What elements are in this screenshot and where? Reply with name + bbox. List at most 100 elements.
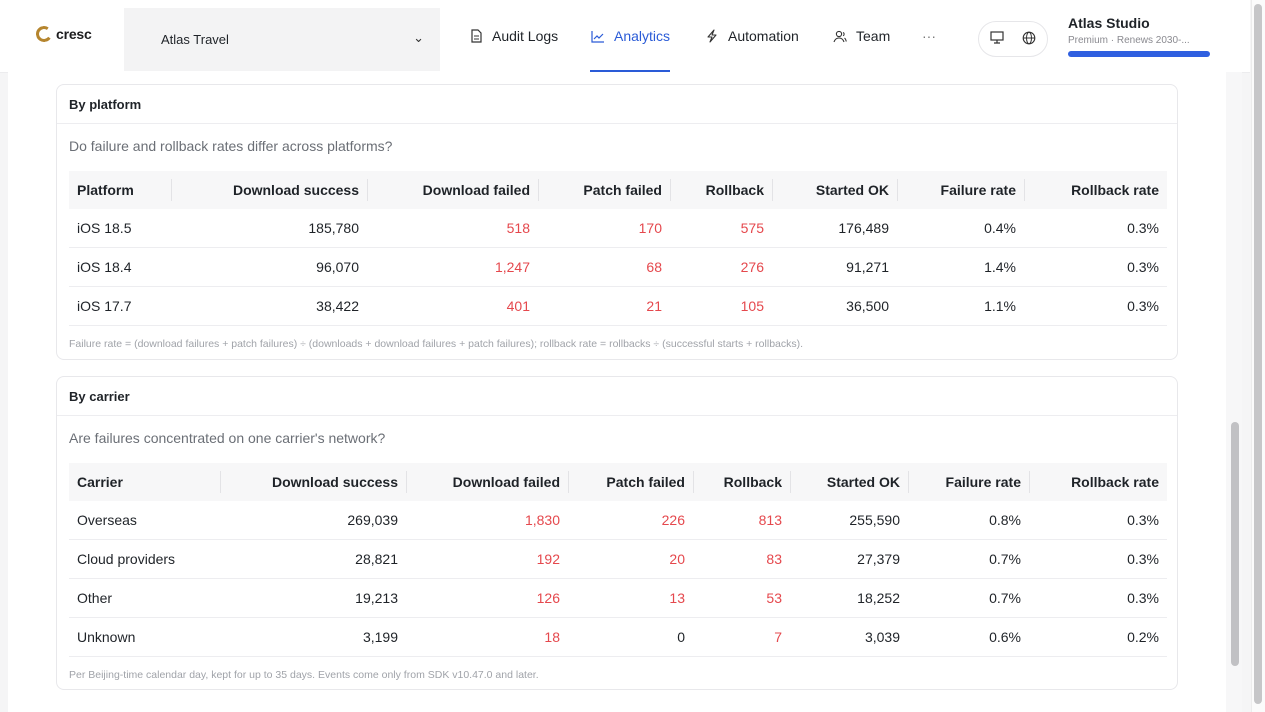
active-tab-indicator [590, 70, 671, 72]
column-header[interactable]: Failure rate [908, 463, 1029, 501]
column-header[interactable]: Carrier [69, 463, 220, 501]
table-cell: 170 [538, 209, 670, 248]
table-cell: 192 [406, 539, 568, 579]
table-cell: 269,039 [220, 501, 406, 540]
column-header[interactable]: Patch failed [538, 171, 670, 209]
table-cell: Cloud providers [69, 539, 220, 579]
app-selector[interactable]: Atlas Travel ⌄ [124, 8, 440, 71]
carrier-table: Carrier Download success Download failed… [69, 463, 1167, 657]
column-header[interactable]: Platform [69, 171, 171, 209]
column-header[interactable]: Rollback [670, 171, 772, 209]
table-cell: 0.6% [908, 617, 1029, 657]
table-cell: Unknown [69, 617, 220, 657]
table-cell: 19,213 [220, 578, 406, 618]
table-cell: 96,070 [171, 247, 367, 287]
globe-icon[interactable] [1022, 31, 1036, 48]
line-chart-icon [590, 30, 606, 43]
table-cell: 0.7% [908, 539, 1029, 579]
more-icon: ··· [922, 28, 936, 44]
table-cell: 3,039 [790, 617, 908, 657]
column-header[interactable]: Rollback rate [1024, 171, 1167, 209]
usage-bar [1068, 51, 1210, 57]
brand-name: cresc [56, 26, 92, 42]
top-bar: cresc Atlas Travel ⌄ Audit Logs Analytic… [0, 0, 1250, 73]
table-cell: 91,271 [772, 247, 897, 287]
table-cell: 20 [568, 539, 693, 579]
nav-audit-logs-label: Audit Logs [492, 28, 559, 44]
table-cell: 18,252 [790, 578, 908, 618]
table-row: iOS 17.7 38,422 401 21 105 36,500 1.1% 0… [69, 286, 1167, 326]
table-row: iOS 18.4 96,070 1,247 68 276 91,271 1.4%… [69, 247, 1167, 287]
brand-logo[interactable]: cresc [34, 24, 92, 44]
nav-automation-label: Automation [728, 28, 799, 44]
more-menu-button[interactable]: ··· [922, 0, 936, 72]
carrier-card-question: Are failures concentrated on one carrier… [69, 430, 386, 446]
table-cell: Overseas [69, 501, 220, 540]
table-row: Other 19,213 126 13 53 18,252 0.7% 0.3% [69, 578, 1167, 618]
column-header[interactable]: Patch failed [568, 463, 693, 501]
platform-card-title: By platform [57, 85, 1177, 124]
nav-audit-logs[interactable]: Audit Logs [468, 0, 558, 72]
table-cell: 0.4% [897, 209, 1024, 248]
column-header[interactable]: Download failed [367, 171, 538, 209]
table-cell: 28,821 [220, 539, 406, 579]
table-cell: 575 [670, 209, 772, 248]
column-header[interactable]: Rollback rate [1029, 463, 1167, 501]
column-header[interactable]: Rollback [693, 463, 790, 501]
table-cell: 0.3% [1024, 247, 1167, 287]
table-cell: 0.3% [1024, 286, 1167, 326]
team-icon [832, 30, 848, 43]
table-cell: 27,379 [790, 539, 908, 579]
platform-card-question: Do failure and rollback rates differ acr… [69, 138, 393, 154]
nav-team-label: Team [856, 28, 891, 44]
column-header[interactable]: Started OK [772, 171, 897, 209]
org-switcher[interactable]: Atlas Studio Premium · Renews 2030-... [1068, 15, 1213, 57]
document-icon [468, 29, 484, 43]
carrier-card-title: By carrier [57, 377, 1177, 416]
chevron-down-icon: ⌄ [413, 30, 424, 45]
table-cell: 68 [538, 247, 670, 287]
table-cell: 18 [406, 617, 568, 657]
nav-analytics-label: Analytics [614, 28, 671, 44]
table-cell: 53 [693, 578, 790, 618]
table-row: Cloud providers 28,821 192 20 83 27,379 … [69, 539, 1167, 579]
desktop-icon[interactable] [990, 31, 1004, 47]
table-cell: 813 [693, 501, 790, 540]
table-cell: 1.1% [897, 286, 1024, 326]
table-cell: 3,199 [220, 617, 406, 657]
table-cell: 83 [693, 539, 790, 579]
table-cell: 255,590 [790, 501, 908, 540]
table-cell: 13 [568, 578, 693, 618]
carrier-card-footnote: Per Beijing-time calendar day, kept for … [69, 669, 539, 681]
nav-analytics[interactable]: Analytics [590, 0, 671, 72]
table-cell: 1,247 [367, 247, 538, 287]
table-cell: 0.8% [908, 501, 1029, 540]
platform-card-footnote: Failure rate = (download failures + patc… [69, 338, 804, 350]
table-cell: 0.3% [1029, 578, 1167, 618]
table-cell: 0.7% [908, 578, 1029, 618]
table-cell: 0.2% [1029, 617, 1167, 657]
table-cell: 0.3% [1029, 539, 1167, 579]
table-cell: 0.3% [1024, 209, 1167, 248]
main-content: By platform Do failure and rollback rate… [8, 72, 1242, 712]
content-scrollbar[interactable] [1231, 422, 1239, 666]
platform-table: Platform Download success Download faile… [69, 171, 1167, 326]
table-header-row: Platform Download success Download faile… [69, 171, 1167, 209]
carrier-card: By carrier Are failures concentrated on … [56, 376, 1178, 690]
table-cell: 1.4% [897, 247, 1024, 287]
column-header[interactable]: Download failed [406, 463, 568, 501]
table-cell: 105 [670, 286, 772, 326]
nav-team[interactable]: Team [832, 0, 890, 72]
table-header-row: Carrier Download success Download failed… [69, 463, 1167, 501]
table-cell: 0 [568, 617, 693, 657]
platform-card: By platform Do failure and rollback rate… [56, 84, 1178, 360]
column-header[interactable]: Started OK [790, 463, 908, 501]
window-scrollbar[interactable] [1254, 4, 1262, 704]
column-header[interactable]: Download success [171, 171, 367, 209]
column-header[interactable]: Download success [220, 463, 406, 501]
nav-automation[interactable]: Automation [704, 0, 799, 72]
table-cell: Other [69, 578, 220, 618]
column-header[interactable]: Failure rate [897, 171, 1024, 209]
table-cell: 38,422 [171, 286, 367, 326]
table-cell: 226 [568, 501, 693, 540]
